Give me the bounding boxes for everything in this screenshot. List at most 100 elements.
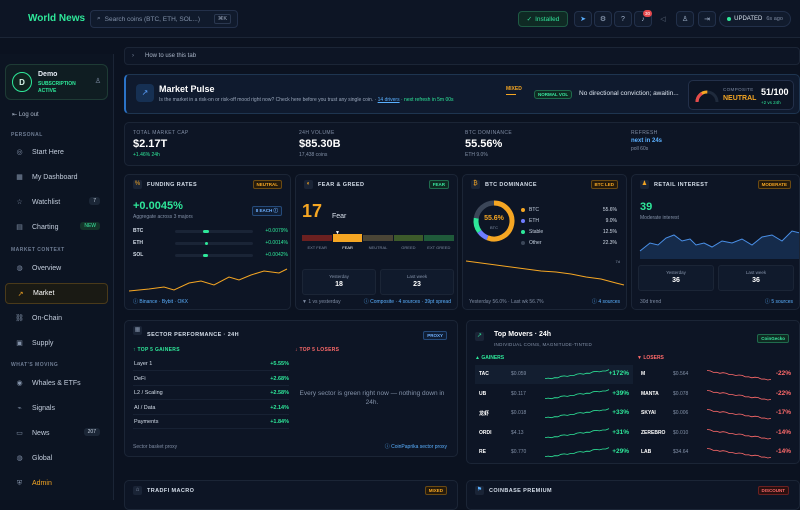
app-logo[interactable]: World News: [28, 13, 86, 24]
sidebar-item-overview[interactable]: ◍ Overview: [5, 258, 108, 279]
sidebar-item-label: Market: [33, 290, 55, 297]
scale-label: EXT FEAR: [307, 245, 327, 250]
mover-change: +29%: [612, 448, 629, 455]
retail-tag: MODERATE: [757, 180, 791, 189]
sidebar-item-market[interactable]: ↗ Market: [5, 283, 108, 304]
search-input[interactable]: ⌕ Search coins (BTC, ETH, SOL...) ⌘K: [90, 10, 238, 28]
sector-change: +5.55%: [270, 361, 289, 367]
mover-row[interactable]: 龙虾 $0.018 +33%: [475, 404, 633, 423]
exit-icon: ⇥: [704, 16, 710, 23]
mover-row[interactable]: ORDI $4.13 +31%: [475, 424, 633, 443]
mover-row[interactable]: UB $0.117 +39%: [475, 385, 633, 404]
chevron-right-icon: ›: [132, 53, 134, 59]
sector-change: +1.84%: [270, 419, 289, 425]
funding-value: +0.0045%: [133, 200, 183, 212]
mover-row[interactable]: M $0.564 -22%: [637, 365, 795, 384]
funding-sources-link[interactable]: ⓘ Binance · Bybit · OKX: [133, 298, 188, 305]
pulse-icon: ↗: [136, 84, 154, 102]
sector-row[interactable]: Layer 1 +5.55%: [133, 357, 289, 371]
sector-row[interactable]: L2 / Scaling +2.58%: [133, 386, 289, 400]
grid-icon: ▦: [16, 174, 23, 181]
sidebar-item-start-here[interactable]: ◎ Start Here: [5, 142, 108, 163]
sidebar-item-label: Watchlist: [32, 199, 61, 206]
scale-label: NEUTRAL: [368, 245, 388, 250]
sources-label: 5 sources: [771, 299, 793, 305]
mover-row[interactable]: LAB $34.64 -14%: [637, 443, 795, 462]
settings-button[interactable]: ⚙: [594, 11, 612, 27]
card-title: RETAIL INTEREST: [654, 182, 709, 188]
logout-link[interactable]: ⇤ Log out: [12, 111, 39, 118]
mover-row[interactable]: ZEREBRO $0.010 -14%: [637, 424, 795, 443]
logout-icon: ⇤: [12, 112, 19, 118]
fear-sources-link[interactable]: ⓘ Composite · 4 sources · 39pt spread: [363, 299, 451, 305]
mover-row[interactable]: RE $0.770 +29%: [475, 443, 633, 462]
market-pulse-banner: ↗ Market Pulse Is the market in a risk-o…: [124, 74, 800, 114]
sidebar-item-charting[interactable]: ▤ Charting NEW: [5, 217, 108, 238]
drivers-link[interactable]: 14 drivers: [377, 97, 400, 103]
mover-price: $0.078: [673, 390, 689, 397]
legend-name: Other: [529, 240, 542, 246]
mover-price: $0.010: [673, 429, 689, 436]
sidebar-item-signals[interactable]: ⌁ Signals: [5, 398, 108, 419]
sidebar-item-on-chain[interactable]: ⛓ On-Chain: [5, 308, 108, 329]
sidebar-item-admin[interactable]: ⛨ Admin: [5, 473, 108, 494]
sector-change: +2.68%: [270, 375, 289, 382]
movers-gainers-header: ▲ GAINERS: [475, 355, 505, 361]
mover-row[interactable]: SKYAI $0.006 -17%: [637, 404, 795, 423]
funding-row: SOL +0.0042%: [133, 251, 288, 260]
user-settings-icon[interactable]: ♙: [94, 78, 101, 85]
whale-icon: ◉: [16, 380, 23, 387]
fear-greed-card: ◐ FEAR & GREED FEAR 17 Fear ▼ EXT FEAR F…: [295, 174, 458, 310]
logout-label: Log out: [18, 112, 39, 118]
fear-value: 17: [302, 201, 323, 221]
mover-change: +172%: [608, 370, 629, 377]
sector-change: +2.58%: [270, 390, 289, 396]
sidebar-item-label: News: [32, 430, 50, 437]
each-label: 8 EACH: [255, 208, 273, 213]
check-icon: ✓: [526, 16, 533, 23]
mover-sparkline: [707, 370, 772, 381]
mover-sparkline: [545, 427, 610, 438]
sidebar-item-news[interactable]: ▭ News 207: [5, 423, 108, 444]
legend-swatch: [521, 241, 525, 245]
help-button[interactable]: ?: [614, 11, 632, 27]
legend-item: Stable 12.5%: [521, 228, 617, 236]
profile-card[interactable]: D Demo SUBSCRIPTION ACTIVE ♙: [5, 64, 108, 100]
sidebar-item-count: 7: [89, 197, 100, 205]
sidebar-item-global[interactable]: ◍ Global: [5, 448, 108, 469]
mute-button[interactable]: ◁: [654, 11, 672, 27]
mover-row[interactable]: MANTA $0.078 -22%: [637, 385, 795, 404]
telegram-button[interactable]: ➤: [574, 11, 592, 27]
sector-row[interactable]: Payments +1.84%: [133, 415, 289, 429]
sidebar-item-watchlist[interactable]: ☆ Watchlist 7: [5, 192, 108, 213]
search-shortcut: ⌘K: [213, 14, 231, 24]
how-to-use-toggle[interactable]: › How to use this tab: [124, 47, 800, 65]
installed-button[interactable]: ✓ Installed: [518, 11, 568, 27]
fear-pointer-icon: ▼: [335, 230, 340, 236]
sector-row[interactable]: AI / Data +2.14%: [133, 401, 289, 415]
sidebar-item-supply[interactable]: ▣ Supply: [5, 333, 108, 354]
retail-sources-link[interactable]: ⓘ 5 sources: [765, 298, 793, 305]
donut-slice-btc: [486, 200, 515, 242]
gainers-header: ↑ TOP 5 GAINERS: [133, 347, 180, 353]
scale-label: EXT GREED: [427, 245, 451, 250]
sidebar-item-label: Global: [32, 455, 53, 462]
retail-area-chart: [639, 230, 799, 259]
sparkline-max-label: 7d: [615, 259, 620, 264]
each-button[interactable]: 8 EACH ⓘ: [251, 206, 282, 216]
card-title: TRADFI MACRO: [147, 488, 195, 494]
legend-value: 9.0%: [605, 218, 617, 224]
signout-button[interactable]: ⇥: [698, 11, 716, 27]
stat-value: 55.56%: [465, 138, 503, 150]
sector-row[interactable]: DeFi +2.68%: [133, 372, 289, 386]
info-icon: ⓘ: [384, 444, 392, 450]
btcdom-sources-link[interactable]: ⓘ 4 sources: [592, 298, 620, 305]
sector-tag: PROXY: [423, 331, 447, 340]
sidebar-item-whales-etfs[interactable]: ◉ Whales & ETFs: [5, 373, 108, 394]
sector-sources-link[interactable]: ⓘ CoinPaprika sector proxy: [385, 443, 447, 450]
account-button[interactable]: ♙: [676, 11, 694, 27]
updated-label: UPDATED: [734, 16, 763, 22]
sidebar-item-my-dashboard[interactable]: ▦ My Dashboard: [5, 167, 108, 188]
scale-fear: [332, 234, 363, 242]
mover-row[interactable]: TAC $0.059 +172%: [475, 365, 633, 384]
